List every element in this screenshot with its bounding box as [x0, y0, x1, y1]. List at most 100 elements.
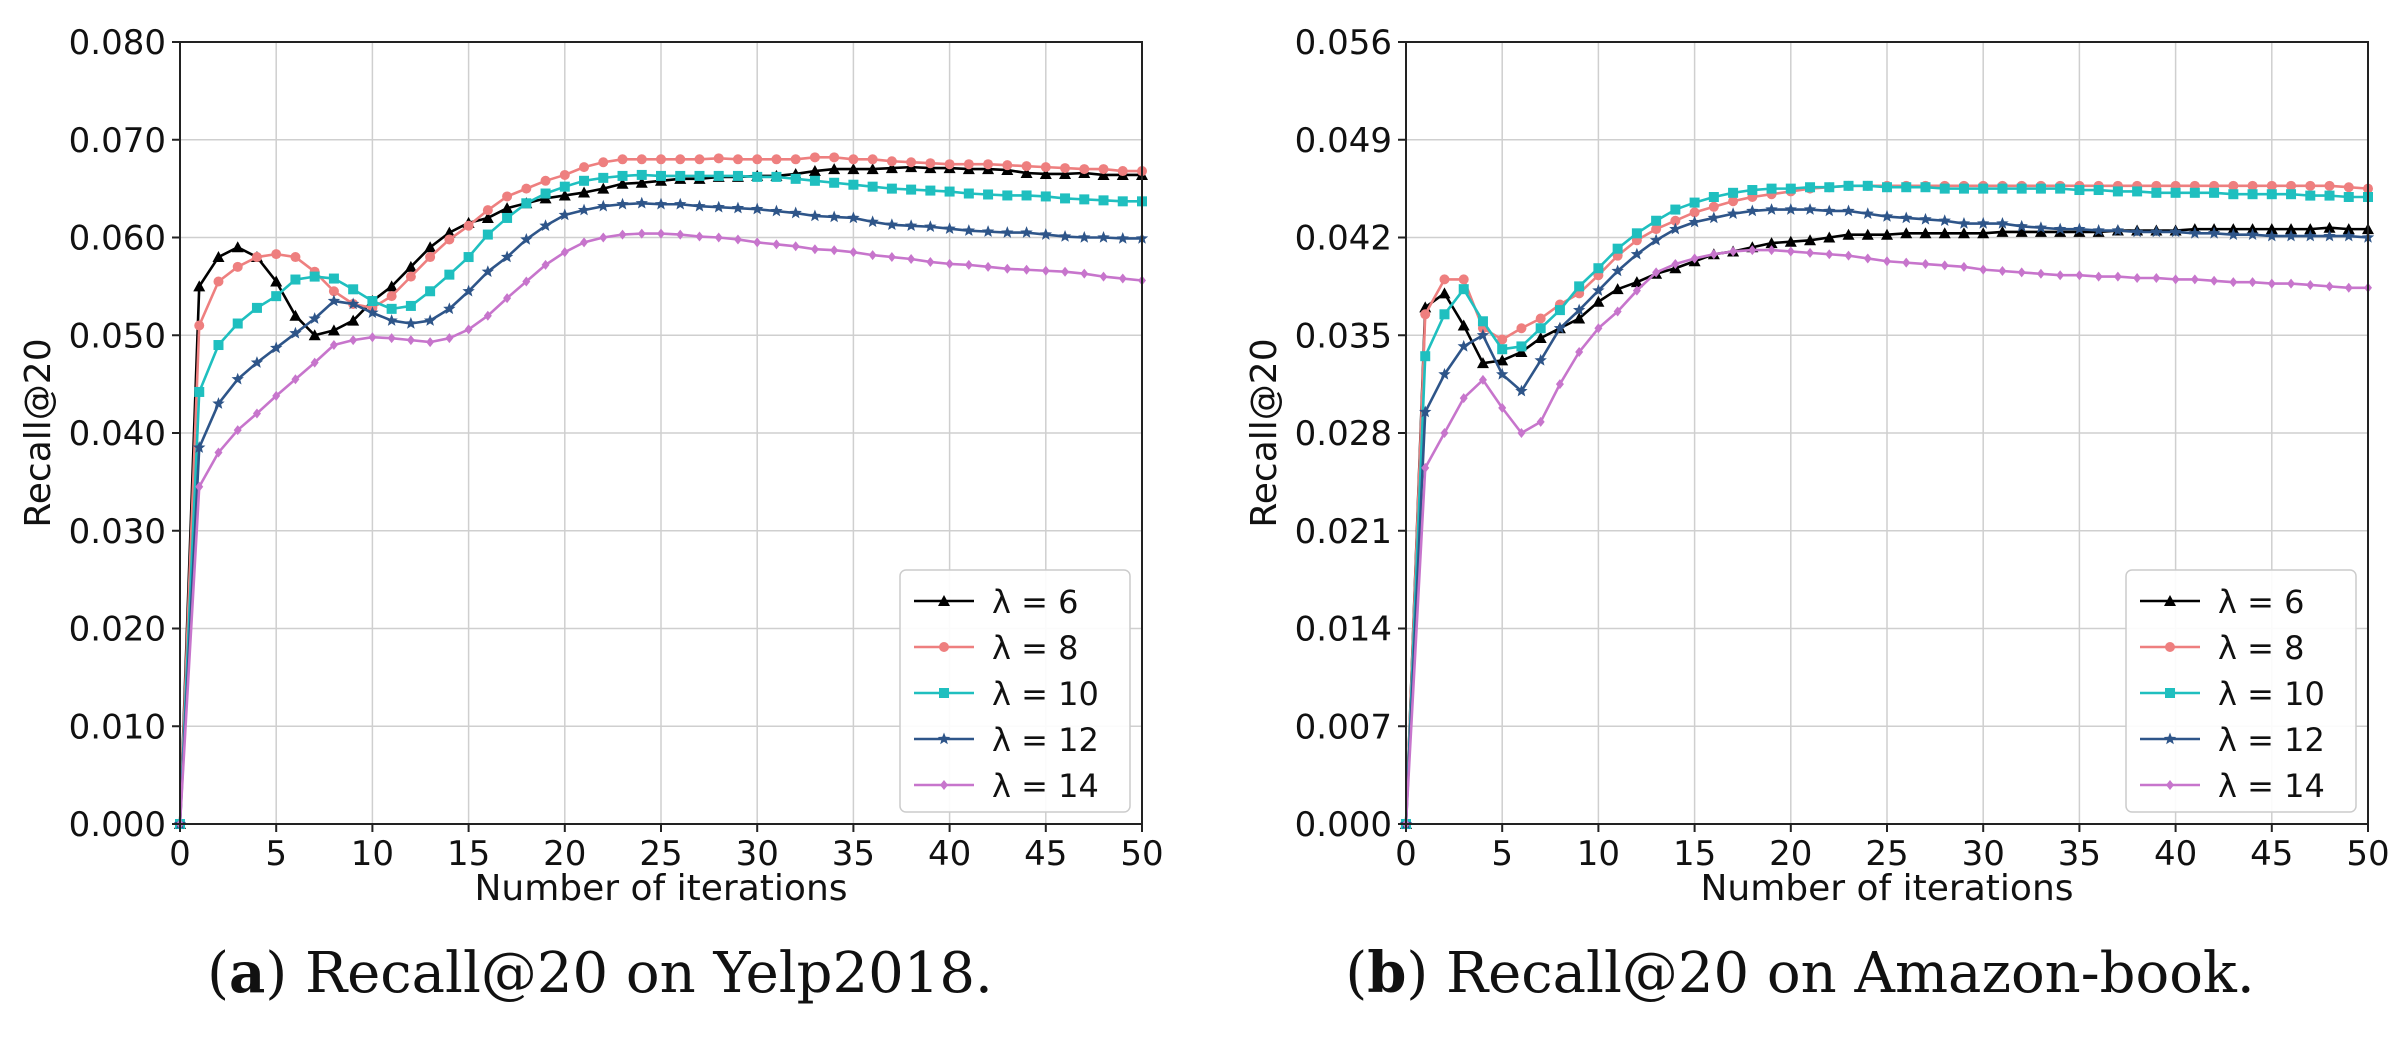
data-point	[617, 154, 628, 165]
legend-label: λ = 6	[992, 583, 1078, 621]
data-point	[522, 276, 531, 287]
data-point	[1573, 312, 1586, 324]
data-point	[250, 356, 264, 368]
data-point	[1535, 323, 1546, 334]
data-point	[984, 261, 993, 272]
data-point	[1553, 321, 1567, 334]
data-point	[289, 326, 302, 339]
data-point	[559, 181, 570, 192]
data-point	[809, 152, 820, 163]
data-point	[329, 340, 338, 351]
y-tick-label: 0.035	[1295, 316, 1392, 356]
data-point	[2150, 225, 2163, 238]
data-point	[580, 237, 589, 248]
data-point	[2034, 225, 2047, 237]
data-point	[1630, 247, 1644, 260]
data-point	[1728, 187, 1739, 198]
x-tick-label: 30	[736, 834, 779, 874]
legend-entry-lambda-12: λ = 12	[914, 721, 1099, 759]
y-axis-label: Recall@20	[18, 338, 59, 527]
data-point	[1900, 211, 1913, 224]
legend-entry-lambda-14: λ = 14	[914, 767, 1099, 805]
data-point	[866, 163, 879, 175]
data-point	[885, 162, 898, 174]
data-point	[732, 154, 743, 165]
data-point	[1611, 264, 1624, 277]
data-point	[2286, 189, 2297, 200]
data-point	[194, 320, 205, 331]
data-point	[2228, 180, 2239, 191]
data-point	[981, 225, 995, 237]
data-point	[925, 158, 936, 169]
data-point	[1438, 287, 1451, 299]
data-point	[654, 197, 668, 210]
caption-a: (a) Recall@20 on Yelp2018.	[207, 940, 993, 1006]
x-tick-label: 5	[1491, 834, 1513, 874]
caption-b-letter: b	[1367, 940, 1407, 1006]
data-point	[1651, 215, 1662, 226]
data-point	[367, 296, 378, 307]
legend-marker	[938, 595, 950, 606]
data-point	[289, 309, 302, 321]
legend-entry-lambda-8: λ = 8	[2140, 629, 2304, 667]
legend: λ = 6 λ = 8 λ = 10 λ = 12 λ = 14	[2125, 569, 2357, 813]
data-point	[2074, 185, 2085, 196]
x-tick-label: 10	[351, 834, 394, 874]
data-point	[1939, 183, 1950, 194]
data-point	[867, 154, 878, 165]
data-point	[828, 163, 841, 175]
legend-marker	[2163, 732, 2177, 745]
data-point	[944, 186, 955, 197]
data-point	[1630, 276, 1643, 288]
data-point	[1883, 256, 1891, 267]
legend-entry-lambda-6: λ = 6	[2140, 583, 2304, 621]
legend-marker	[2164, 595, 2176, 606]
data-point	[1554, 305, 1565, 316]
data-point	[426, 337, 435, 348]
data-point	[752, 154, 763, 165]
data-point	[2306, 279, 2315, 290]
legend-label: λ = 10	[992, 675, 1099, 713]
caption-b-text: Recall@20 on Amazon-book.	[1446, 941, 2255, 1006]
data-point	[1440, 428, 1449, 438]
data-point	[503, 293, 512, 304]
caption-a-letter: a	[229, 940, 266, 1006]
data-point	[1919, 227, 1932, 239]
legend: λ = 6 λ = 8 λ = 10 λ = 12 λ = 14	[899, 569, 1131, 813]
data-point	[906, 184, 917, 195]
data-point	[1996, 225, 2009, 237]
y-tick-label: 0.060	[69, 219, 166, 259]
data-point	[1080, 268, 1089, 279]
y-tick-label: 0.056	[1295, 23, 1392, 63]
data-point	[193, 280, 206, 292]
legend-label: λ = 8	[2218, 629, 2304, 667]
data-point	[2093, 185, 2104, 196]
data-point	[1498, 402, 1507, 413]
legend-label: λ = 14	[2218, 767, 2325, 805]
data-point	[1902, 257, 1911, 268]
data-point	[1671, 259, 1680, 270]
data-point	[695, 231, 704, 242]
legend-marker	[2165, 642, 2175, 652]
data-point	[521, 198, 532, 209]
data-point	[385, 280, 398, 292]
data-point	[2265, 223, 2278, 235]
data-point	[751, 202, 764, 215]
data-point	[656, 170, 666, 181]
data-point	[2305, 180, 2316, 191]
x-tick-label: 5	[265, 834, 287, 874]
data-point	[2325, 281, 2334, 292]
data-point	[231, 372, 244, 385]
data-point	[482, 205, 493, 216]
data-point	[290, 252, 301, 263]
data-point	[2343, 192, 2354, 203]
data-point	[1881, 228, 1893, 240]
data-point	[1938, 227, 1951, 239]
data-point	[2266, 189, 2277, 200]
data-point	[2133, 272, 2142, 283]
data-point	[635, 196, 648, 209]
data-point	[1497, 344, 1508, 355]
data-point	[1098, 195, 1109, 206]
data-point	[2305, 190, 2316, 201]
x-tick-label: 50	[2346, 834, 2389, 874]
